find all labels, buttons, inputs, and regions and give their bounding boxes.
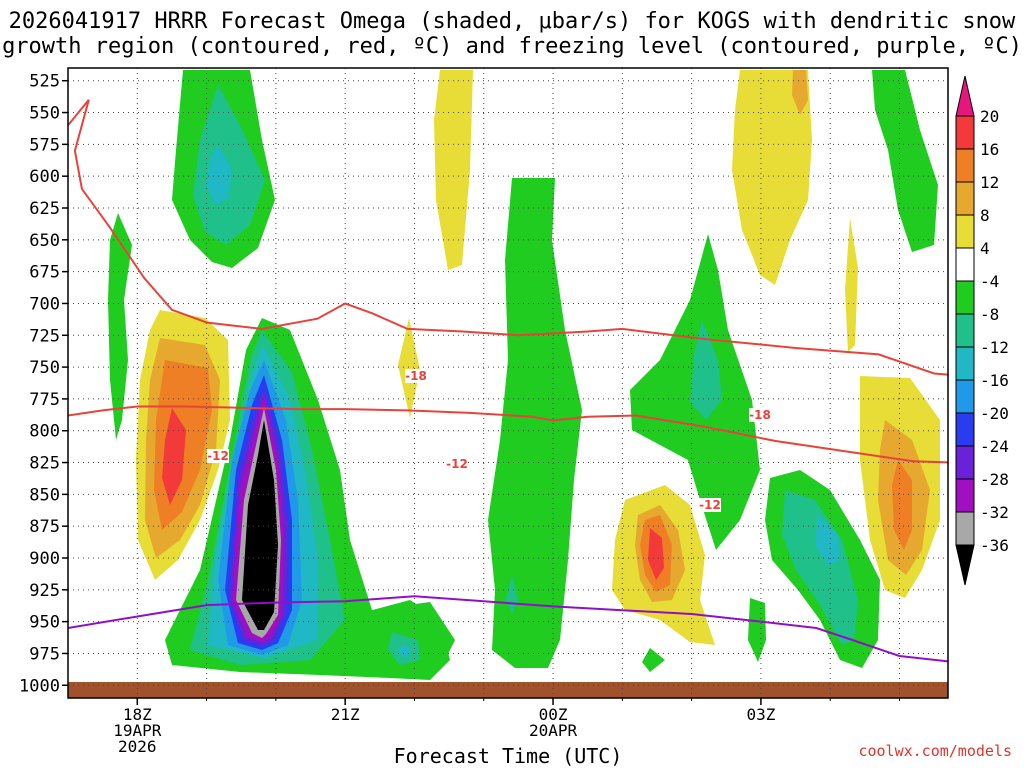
x-tick-label: 2026: [118, 737, 157, 756]
colorbar-label: -12: [980, 338, 1009, 357]
colorbar-swatch: [955, 313, 975, 348]
y-tick-label: 750: [29, 358, 60, 378]
y-tick-label: 725: [29, 326, 60, 346]
colorbar-swatch: [955, 280, 975, 315]
y-tick-label: 825: [29, 454, 60, 474]
colorbar-swatch: [955, 75, 975, 117]
colorbar-label: 4: [980, 239, 990, 258]
colorbar-swatch: [955, 544, 975, 586]
omega-shade: [815, 515, 840, 565]
y-tick-label: 975: [29, 644, 60, 664]
colorbar-label: -8: [980, 305, 999, 324]
x-tick-label: 00Z: [539, 705, 568, 724]
colorbar-label: -20: [980, 404, 1009, 423]
dgz-bottom-isotherm: [68, 405, 948, 464]
y-tick-label: 900: [29, 549, 60, 569]
contour-label-dgz-bottom-1: -12: [207, 449, 229, 463]
y-tick-label: 1000: [19, 676, 60, 696]
colorbar-swatch: [955, 346, 975, 381]
omega-shade: [398, 644, 412, 658]
y-tick-label: 800: [29, 422, 60, 442]
chart-title-line2: growth region (contoured, red, ºC) and f…: [2, 34, 1022, 59]
colorbar-swatch: [955, 379, 975, 414]
colorbar: 20 16 12 8 4 -4 -8 -12 -16 -20 -24 -28 -32 -36: [955, 75, 1009, 586]
dgz-top-isotherm: [68, 99, 948, 376]
omega-shade: [732, 70, 812, 285]
y-tick-label: 525: [29, 72, 60, 92]
freezing-level-line: [68, 595, 948, 663]
contour-label-dgz-bottom-2: -12: [446, 457, 468, 471]
omega-shade: [506, 575, 518, 615]
colorbar-label: -24: [980, 437, 1009, 456]
y-tick-label: 625: [29, 199, 60, 219]
y-axis: 525 550 575 600 625 650 675 700 725 750 775 800 825 8…: [19, 72, 68, 696]
grid-lines: [68, 68, 948, 698]
y-tick-label: 850: [29, 485, 60, 505]
colorbar-swatch: [955, 247, 975, 282]
colorbar-label: -28: [980, 470, 1009, 489]
colorbar-swatch: [955, 148, 975, 183]
x-tick-label: 03Z: [746, 705, 775, 724]
omega-shade: [642, 648, 665, 672]
colorbar-swatch: [955, 115, 975, 150]
chart-title-line1: 2026041917 HRRR Forecast Omega (shaded, …: [9, 9, 1016, 34]
x-tick-label: 20APR: [529, 721, 578, 740]
omega-shade: [434, 70, 473, 270]
omega-shade: [792, 70, 808, 115]
omega-shading: [68, 70, 948, 698]
y-tick-label: 925: [29, 581, 60, 601]
x-tick-label: 19APR: [113, 721, 162, 740]
x-tick-label: 21Z: [331, 705, 360, 724]
omega-shade: [108, 213, 132, 440]
omega-shade: [648, 528, 664, 580]
colorbar-label: -32: [980, 503, 1009, 522]
colorbar-label: -4: [980, 272, 999, 291]
contour-label-dgz-top-2: -18: [749, 408, 771, 422]
y-tick-label: 875: [29, 517, 60, 537]
terrain-strip: [68, 682, 948, 698]
contour-label-dgz-bottom-3: -12: [699, 498, 721, 512]
colorbar-label: -36: [980, 536, 1009, 555]
y-tick-label: 650: [29, 231, 60, 251]
colorbar-swatch: [955, 478, 975, 513]
colorbar-label: -16: [980, 371, 1009, 390]
x-tick-label: 18Z: [123, 705, 152, 724]
colorbar-label: 16: [980, 140, 999, 159]
omega-shade: [845, 218, 858, 352]
omega-shade: [206, 145, 232, 205]
plot-frame: [67, 67, 949, 699]
y-tick-label: 775: [29, 390, 60, 410]
colorbar-swatch: [955, 412, 975, 447]
y-tick-label: 950: [29, 613, 60, 633]
colorbar-swatch: [955, 214, 975, 249]
x-axis-title: Forecast Time (UTC): [394, 744, 623, 768]
credit-text: coolwx.com/models: [858, 742, 1012, 760]
colorbar-swatch: [955, 181, 975, 216]
contour-label-dgz-top-1: -18: [405, 369, 427, 383]
omega-shade: [242, 420, 278, 630]
y-tick-label: 700: [29, 294, 60, 314]
y-tick-label: 550: [29, 104, 60, 124]
omega-shade: [488, 178, 582, 668]
contour-labels: -18 -18 -12 -12 -12: [207, 369, 771, 512]
omega-shade: [748, 598, 766, 662]
colorbar-swatch: [955, 511, 975, 546]
omega-shade: [782, 490, 858, 645]
colorbar-swatch: [955, 445, 975, 480]
omega-shade: [872, 70, 938, 252]
y-tick-label: 600: [29, 167, 60, 187]
colorbar-label: 20: [980, 107, 999, 126]
y-tick-label: 575: [29, 135, 60, 155]
omega-shade: [892, 460, 912, 550]
contour-lines: [68, 99, 948, 663]
omega-shade: [162, 408, 186, 505]
colorbar-label: 8: [980, 206, 990, 225]
y-tick-label: 675: [29, 263, 60, 283]
colorbar-label: 12: [980, 173, 999, 192]
omega-shade: [690, 320, 722, 420]
